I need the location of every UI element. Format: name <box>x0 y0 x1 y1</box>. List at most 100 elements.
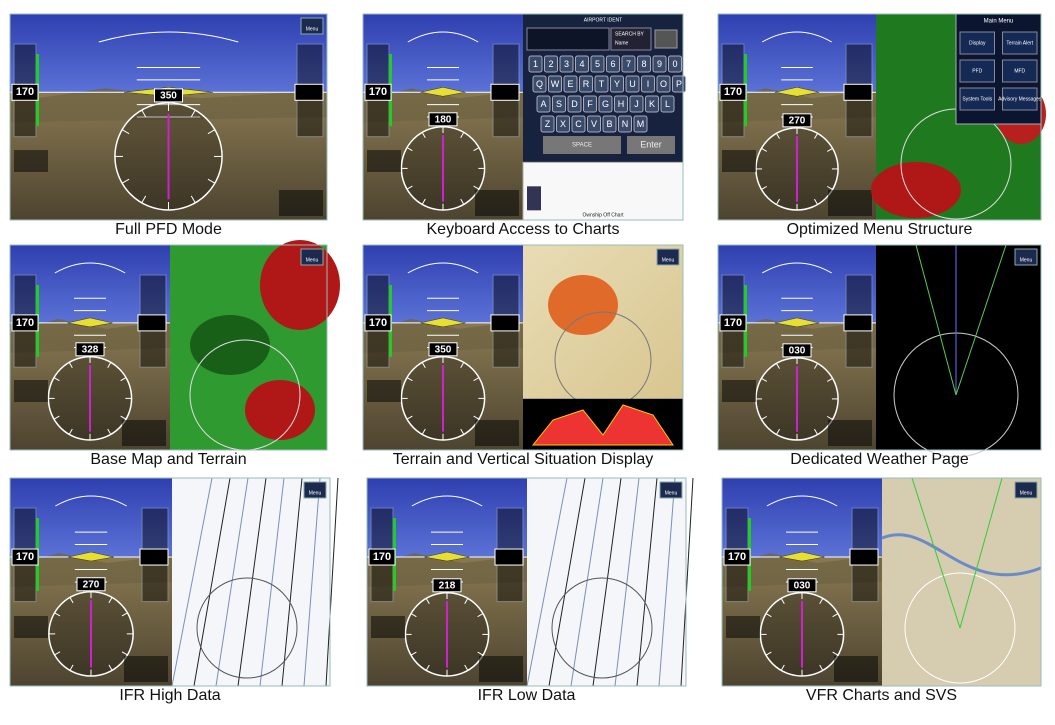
terrain-red <box>260 240 340 330</box>
menu-button[interactable] <box>1014 248 1038 266</box>
key[interactable] <box>594 75 609 93</box>
menu-button[interactable] <box>300 248 324 266</box>
key[interactable] <box>641 75 655 93</box>
menu-button[interactable] <box>659 481 683 499</box>
key[interactable] <box>652 55 667 73</box>
key[interactable] <box>532 75 547 93</box>
menu-item-label: MFD <box>1014 68 1025 74</box>
menu-item[interactable] <box>959 87 995 111</box>
key[interactable] <box>672 75 686 93</box>
key-label: C <box>575 119 582 129</box>
key[interactable] <box>645 95 659 113</box>
key[interactable] <box>660 95 675 113</box>
key-label: W <box>551 79 560 89</box>
key[interactable] <box>633 115 648 133</box>
menu-item-label: PFD <box>972 68 982 74</box>
key-label: T <box>599 79 605 89</box>
key[interactable] <box>614 95 628 113</box>
menu-button-label: Menu <box>309 490 322 496</box>
key[interactable] <box>552 95 566 113</box>
compass-tick <box>473 377 480 382</box>
airway <box>680 477 694 687</box>
key[interactable] <box>567 95 582 113</box>
search-field <box>526 27 610 51</box>
enter-key[interactable] <box>627 136 675 154</box>
menu-item[interactable] <box>1002 31 1038 55</box>
menu-item[interactable] <box>1002 59 1038 83</box>
compass-tick <box>780 664 785 671</box>
key[interactable] <box>548 75 562 93</box>
key-label: 0 <box>672 59 677 69</box>
menu-button[interactable] <box>300 17 324 35</box>
key[interactable] <box>540 115 555 133</box>
terrain-relief <box>718 88 876 123</box>
menu-item[interactable] <box>1002 87 1038 111</box>
panel-border <box>721 477 1042 687</box>
compass-tick <box>761 147 768 152</box>
roll-arc <box>761 262 833 274</box>
compass-tick <box>425 664 430 671</box>
key[interactable] <box>571 115 586 133</box>
altitude-box <box>843 83 873 101</box>
panel-border <box>362 13 684 221</box>
key-label: H <box>618 99 625 109</box>
key-label: E <box>567 79 573 89</box>
key[interactable] <box>637 55 651 73</box>
key[interactable] <box>668 55 682 73</box>
key[interactable] <box>559 55 574 73</box>
key[interactable] <box>656 75 671 93</box>
vsd-profile <box>531 404 674 446</box>
panel-border <box>717 13 1042 221</box>
key[interactable] <box>625 75 640 93</box>
key-label: 4 <box>579 59 584 69</box>
key[interactable] <box>610 75 624 93</box>
key[interactable] <box>556 115 570 133</box>
space-key[interactable] <box>543 136 621 154</box>
airway <box>215 477 249 687</box>
altitude-box <box>849 548 879 566</box>
menu-button-label: Menu <box>306 26 319 32</box>
roll-arc <box>407 31 479 43</box>
key[interactable] <box>629 95 644 113</box>
sky <box>10 14 327 93</box>
key[interactable] <box>544 55 558 73</box>
key-label: G <box>602 99 609 109</box>
key[interactable] <box>563 75 578 93</box>
compass-tick <box>207 178 216 184</box>
airspeed-readout: 170 <box>369 86 387 98</box>
compass-tick <box>473 185 480 190</box>
panel-border <box>362 244 684 451</box>
compass-tick <box>421 362 426 369</box>
key[interactable] <box>598 95 613 113</box>
key[interactable] <box>621 55 636 73</box>
menu-item[interactable] <box>959 59 995 83</box>
menu-button-label: Menu <box>1020 490 1033 496</box>
key[interactable] <box>536 95 551 113</box>
key[interactable] <box>575 55 589 73</box>
key[interactable] <box>583 95 597 113</box>
menu-button[interactable] <box>1014 481 1038 499</box>
key[interactable] <box>618 115 632 133</box>
menu-button[interactable] <box>303 481 327 499</box>
key-label: I <box>647 79 650 89</box>
key-label: B <box>606 119 612 129</box>
menu-item[interactable] <box>959 31 995 55</box>
key[interactable] <box>606 55 620 73</box>
compass-tick <box>761 415 768 420</box>
airspeed-box <box>719 83 747 101</box>
airway <box>658 477 676 687</box>
compass-tick <box>460 362 465 369</box>
space-label: SPACE <box>572 143 592 149</box>
compass-tick <box>460 132 465 139</box>
key[interactable] <box>602 115 617 133</box>
compass-tick <box>814 198 818 205</box>
key[interactable] <box>590 55 605 73</box>
airway <box>259 477 285 687</box>
altitude-box <box>843 314 873 332</box>
menu-button[interactable] <box>656 248 680 266</box>
terrain-red <box>245 380 315 440</box>
key[interactable] <box>587 115 601 133</box>
aircraft-symbol <box>68 551 114 562</box>
key[interactable] <box>528 55 543 73</box>
key[interactable] <box>579 75 593 93</box>
